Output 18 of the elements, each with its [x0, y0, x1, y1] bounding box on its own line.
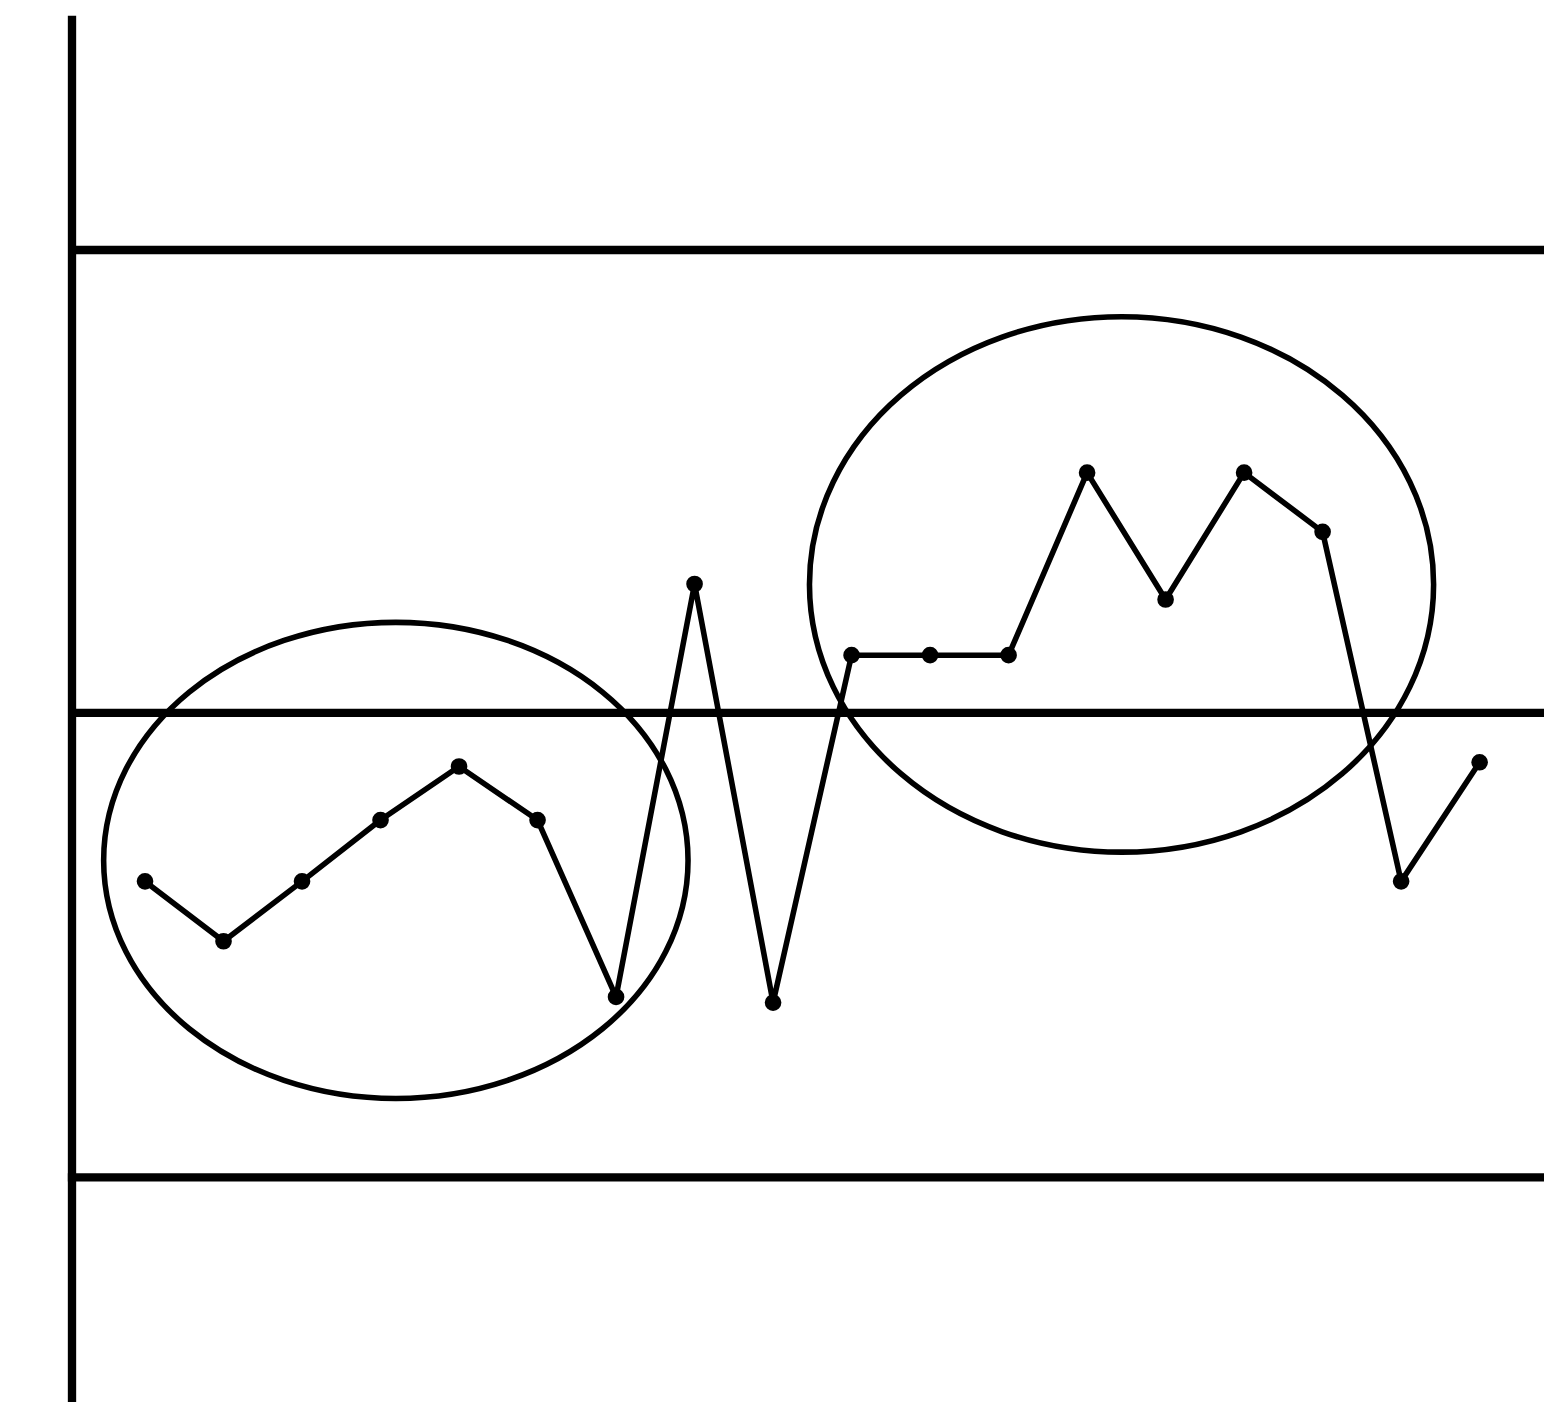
point — [450, 758, 468, 775]
point — [764, 994, 782, 1011]
point — [1157, 591, 1174, 608]
point — [1392, 873, 1410, 890]
point — [1471, 753, 1488, 771]
point — [1235, 464, 1253, 481]
point — [1000, 646, 1017, 664]
point — [1314, 523, 1331, 541]
point — [293, 873, 311, 890]
point — [529, 811, 546, 829]
point — [372, 811, 389, 829]
point — [686, 575, 703, 593]
point — [136, 873, 154, 890]
point — [1078, 464, 1096, 481]
point — [607, 988, 625, 1006]
point — [843, 646, 860, 664]
point — [215, 932, 232, 950]
point — [921, 646, 939, 664]
